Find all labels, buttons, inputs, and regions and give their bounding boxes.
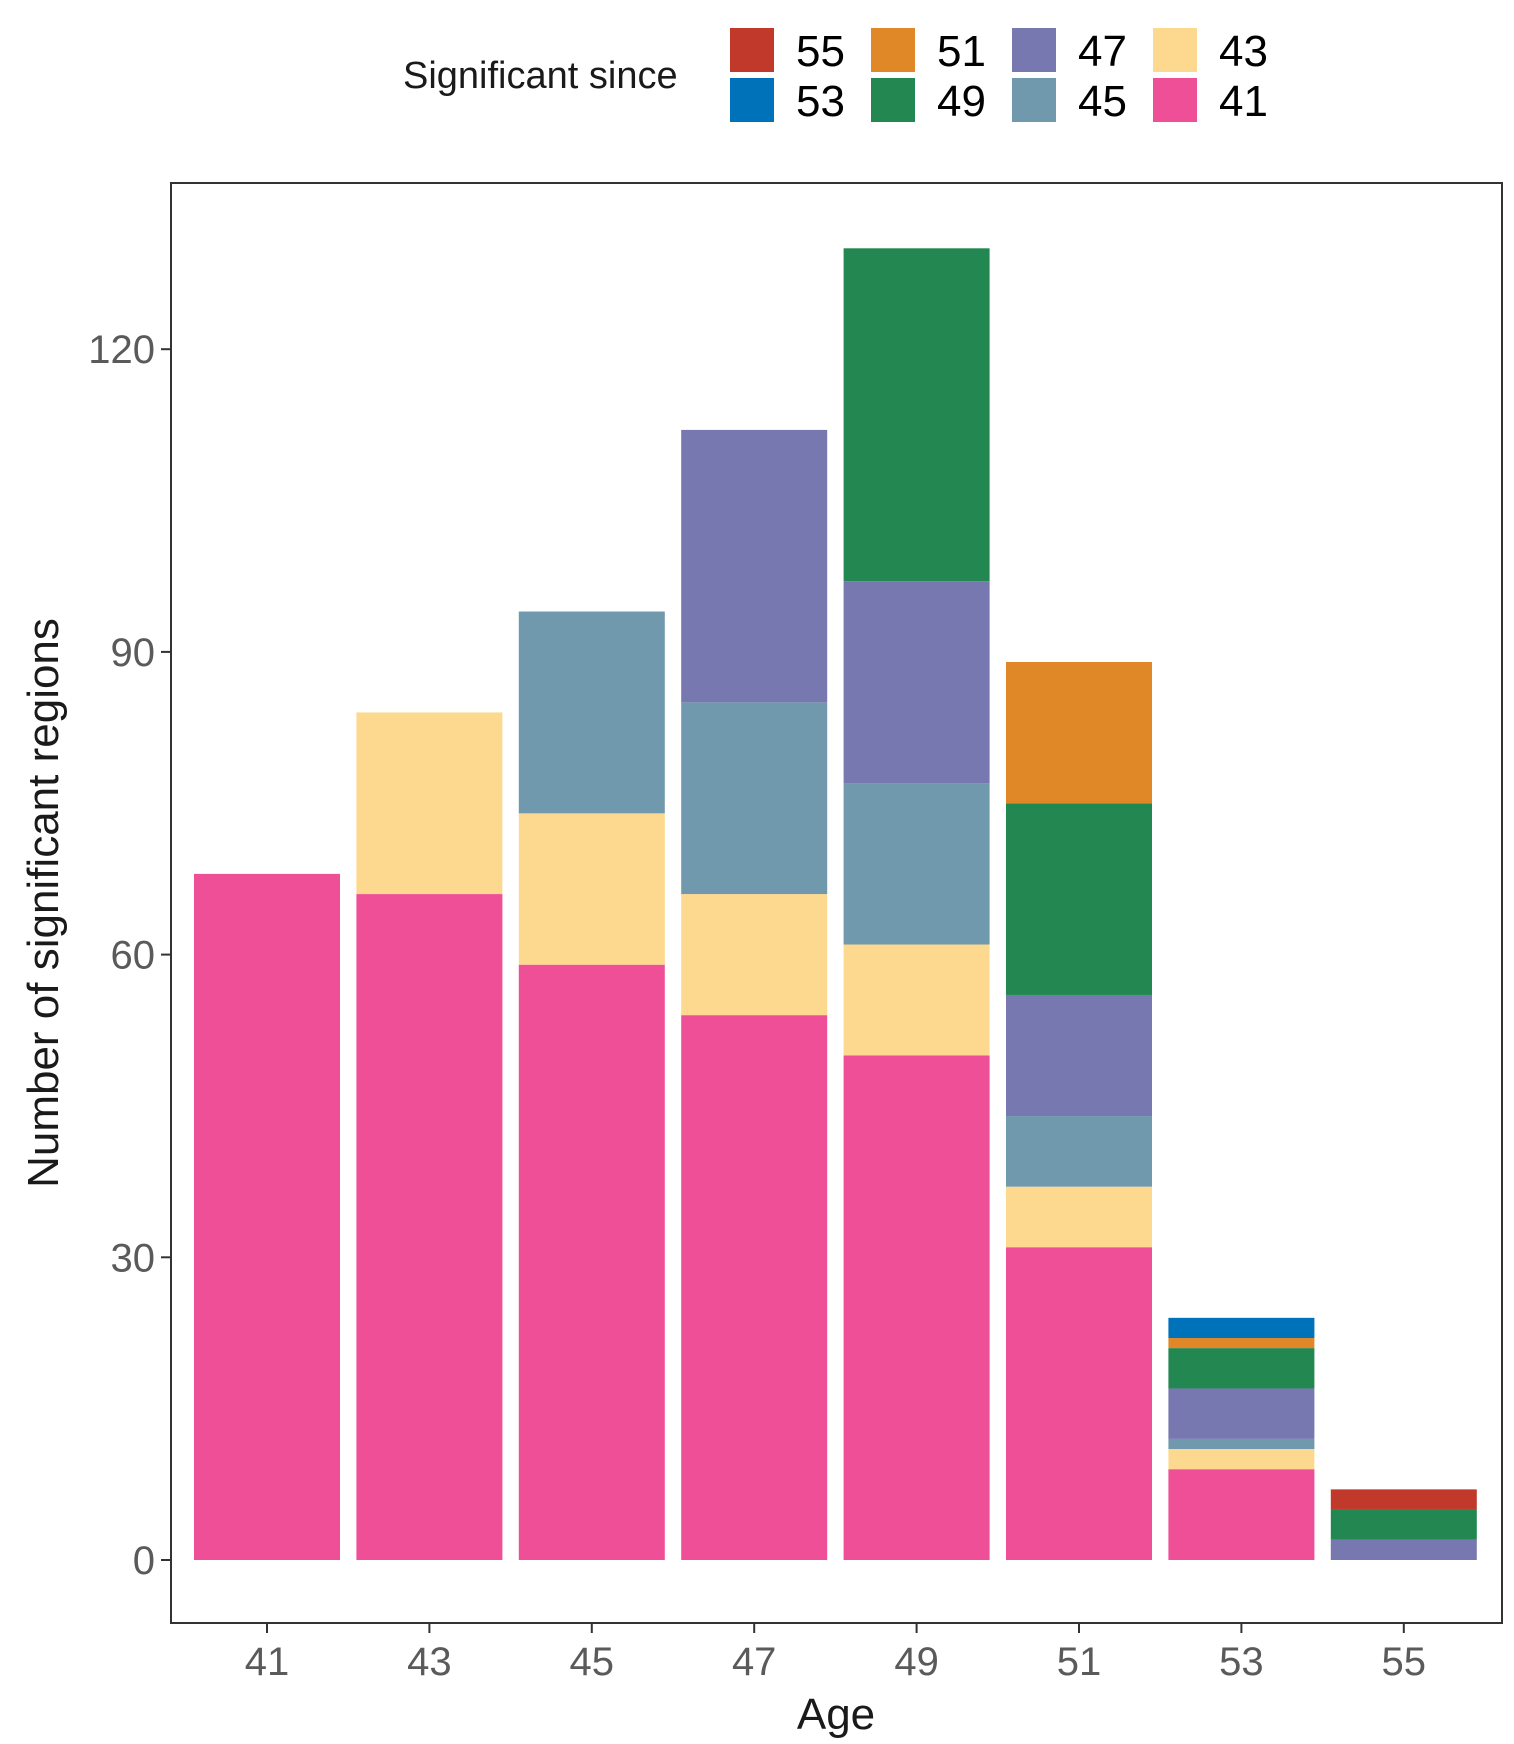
- bar-segment-age-45-since-43: [518, 813, 665, 965]
- x-tick-label: 45: [570, 1640, 615, 1684]
- legend-item-53: 53: [730, 77, 845, 126]
- bar-segment-age-43-since-43: [356, 712, 503, 895]
- bar-segment-age-55-since-49: [1330, 1509, 1477, 1540]
- bar-segment-age-49-since-45: [843, 783, 990, 945]
- bar-segment-age-53-since-51: [1168, 1338, 1315, 1349]
- x-tick-label: 55: [1382, 1640, 1427, 1684]
- legend-item-41: 41: [1153, 77, 1268, 126]
- bar-segment-age-51-since-47: [1006, 994, 1152, 1117]
- bar-segment-age-49-since-47: [843, 581, 990, 784]
- bar-segment-age-45-since-41: [518, 964, 665, 1560]
- legend-key-49: [871, 78, 915, 122]
- bar-segment-age-47-since-45: [681, 702, 828, 895]
- bar-segment-age-43-since-41: [356, 894, 503, 1560]
- legend-key-45: [1012, 78, 1056, 122]
- bar-segment-age-47-since-43: [681, 894, 828, 1016]
- bar-segment-age-51-since-41: [1006, 1247, 1152, 1560]
- y-tick-label: 0: [133, 1539, 155, 1583]
- legend-item-45: 45: [1012, 77, 1127, 126]
- x-tick-label: 47: [732, 1640, 777, 1684]
- legend-key-43: [1153, 28, 1197, 72]
- legend-label-43: 43: [1219, 27, 1268, 76]
- y-tick-label: 90: [111, 631, 156, 675]
- x-tick-label: 53: [1219, 1640, 1264, 1684]
- y-tick-label: 60: [111, 934, 156, 978]
- legend-label-53: 53: [796, 77, 845, 126]
- legend-title: Significant since: [403, 55, 678, 97]
- y-axis-title: Number of significant regions: [19, 618, 68, 1188]
- x-axis-title: Age: [797, 1690, 875, 1739]
- legend-key-41: [1153, 78, 1197, 122]
- y-axis: 0 30 60 90 120: [88, 328, 171, 1583]
- bar-segment-age-47-since-47: [681, 429, 828, 703]
- bar-segment-age-55-since-47: [1330, 1539, 1477, 1560]
- x-tick-label: 41: [245, 1640, 290, 1684]
- x-axis: 41 43 45 47 49 51 53 55: [245, 1623, 1426, 1684]
- bar-segment-age-47-since-41: [681, 1015, 828, 1560]
- legend-label-51: 51: [937, 27, 986, 76]
- legend: Significant since 55 51 47 43 53 49 45 41: [403, 27, 1268, 126]
- legend-label-41: 41: [1219, 77, 1268, 126]
- x-tick-label: 51: [1057, 1640, 1102, 1684]
- bar-segment-age-53-since-45: [1168, 1438, 1315, 1450]
- bar-segment-age-55-since-55: [1330, 1489, 1477, 1510]
- x-tick-label: 49: [894, 1640, 939, 1684]
- legend-key-55: [730, 28, 774, 72]
- legend-label-47: 47: [1078, 27, 1127, 76]
- bar-segment-age-45-since-45: [518, 611, 665, 814]
- bar-segment-age-53-since-41: [1168, 1469, 1315, 1560]
- bar-segment-age-53-since-49: [1168, 1348, 1315, 1389]
- bar-segment-age-51-since-45: [1006, 1116, 1152, 1187]
- y-tick-label: 120: [88, 328, 155, 372]
- legend-item-55: 55: [730, 27, 845, 76]
- bar-segment-age-51-since-51: [1006, 661, 1152, 804]
- legend-item-47: 47: [1012, 27, 1127, 76]
- bar-segment-age-41-since-41: [194, 873, 340, 1560]
- legend-label-45: 45: [1078, 77, 1127, 126]
- legend-label-49: 49: [937, 77, 986, 126]
- bar-segment-age-51-since-43: [1006, 1186, 1152, 1248]
- legend-label-55: 55: [796, 27, 845, 76]
- legend-key-47: [1012, 28, 1056, 72]
- bar-segment-age-49-since-43: [843, 944, 990, 1056]
- bar-segment-age-53-since-47: [1168, 1388, 1315, 1439]
- y-tick-label: 30: [111, 1236, 156, 1280]
- legend-item-49: 49: [871, 77, 986, 126]
- bar-segment-age-49-since-49: [843, 248, 990, 582]
- bar-segment-age-53-since-53: [1168, 1317, 1315, 1339]
- bar-segment-age-53-since-43: [1168, 1449, 1315, 1470]
- legend-key-51: [871, 28, 915, 72]
- bar-segment-age-49-since-41: [843, 1055, 990, 1560]
- bar-segment-age-51-since-49: [1006, 803, 1152, 995]
- x-tick-label: 43: [407, 1640, 452, 1684]
- legend-item-51: 51: [871, 27, 986, 76]
- legend-item-43: 43: [1153, 27, 1268, 76]
- legend-key-53: [730, 78, 774, 122]
